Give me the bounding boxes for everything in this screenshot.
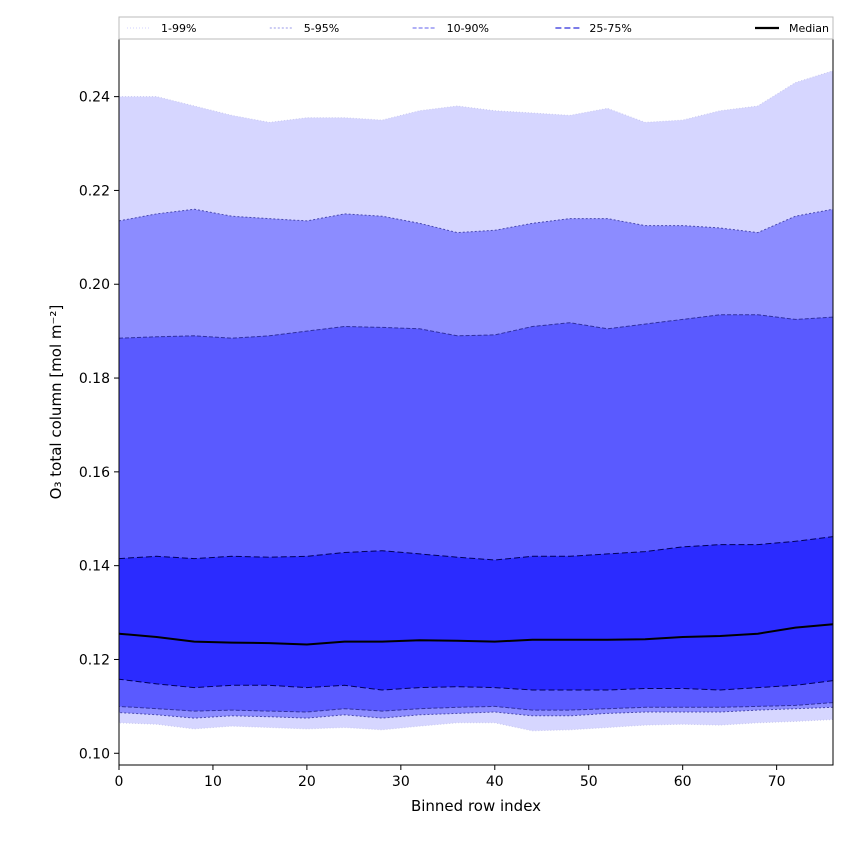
x-tick-label: 40: [486, 774, 504, 790]
x-tick-label: 0: [115, 774, 124, 790]
median-line: [118, 623, 834, 646]
x-tick-label: 10: [204, 774, 222, 790]
legend-label-median: Median: [789, 22, 829, 35]
band-25-75: [119, 536, 833, 690]
y-tick-label: 0.18: [79, 371, 110, 387]
legend-label-5-95: 5-95%: [304, 22, 339, 35]
x-tick-label: 50: [580, 774, 598, 790]
y-tick-label: 0.14: [79, 559, 110, 575]
y-tick-label: 0.24: [79, 90, 110, 106]
band-5-95-upper-line: [118, 208, 834, 234]
y-axis-ticks: 0.10 0.12 0.14 0.16 0.18 0.20 0.22 0.24: [79, 90, 119, 762]
band-10-90-lower-line: [118, 702, 834, 713]
percentile-bands: [118, 70, 834, 732]
x-tick-label: 20: [298, 774, 316, 790]
legend-frame: [118, 16, 834, 40]
x-tick-label: 70: [768, 774, 786, 790]
y-tick-label: 0.10: [79, 746, 110, 762]
y-tick-label: 0.16: [79, 465, 110, 481]
legend-label-1-99: 1-99%: [161, 22, 196, 35]
legend-label-10-90: 10-90%: [447, 22, 489, 35]
legend-label-25-75: 25-75%: [589, 22, 631, 35]
y-tick-label: 0.12: [79, 652, 110, 668]
x-axis-label: Binned row index: [411, 797, 541, 815]
legend: 1-99% 5-95% 10-90% 25-75% Median: [118, 16, 834, 40]
x-tick-label: 30: [392, 774, 410, 790]
y-tick-label: 0.20: [79, 277, 110, 293]
band-25-75-lower-line: [118, 678, 834, 691]
band-25-75-upper-line: [118, 536, 834, 561]
y-tick-label: 0.22: [79, 183, 110, 199]
x-tick-label: 60: [674, 774, 692, 790]
median-series: [118, 623, 834, 646]
y-axis-label: O₃ total column [mol m⁻²]: [47, 305, 65, 500]
x-axis-ticks: 0 10 20 30 40 50 60 70: [115, 765, 786, 790]
band-5-95-lower-line: [118, 706, 834, 719]
